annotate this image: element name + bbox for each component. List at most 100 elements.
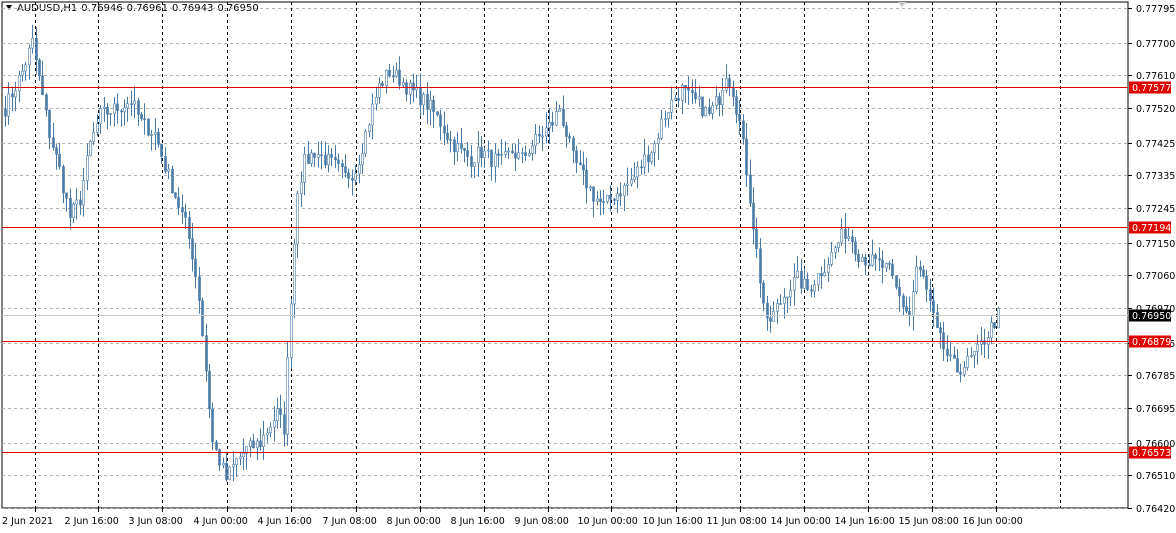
candle-body xyxy=(38,59,41,77)
y-tick-label: 0.76420 xyxy=(1136,504,1175,515)
candle-body xyxy=(58,153,61,167)
candle-body xyxy=(851,236,854,243)
candle-body xyxy=(262,434,265,447)
candle-body xyxy=(7,93,10,117)
candle-body xyxy=(854,241,857,255)
candle-body xyxy=(381,82,384,86)
candle-body xyxy=(120,110,123,113)
candle-body xyxy=(334,157,337,161)
candle-body xyxy=(283,414,286,435)
candle-body xyxy=(728,78,731,88)
candle-body xyxy=(4,108,7,117)
candle-body xyxy=(738,113,741,122)
candle-body xyxy=(96,123,99,133)
collapse-triangle-icon[interactable] xyxy=(6,5,12,10)
candle-body xyxy=(511,150,514,154)
candle-body xyxy=(871,254,874,266)
candle-body xyxy=(942,332,945,350)
candle-body xyxy=(932,300,935,313)
candle-body xyxy=(443,126,446,134)
candle-body xyxy=(789,290,792,298)
candle-body xyxy=(868,264,871,267)
candle-body xyxy=(534,134,537,147)
candle-body xyxy=(273,420,276,428)
candle-body xyxy=(82,180,85,206)
candle-body xyxy=(293,243,296,305)
candle-body xyxy=(929,289,932,301)
candle-body xyxy=(613,198,616,201)
candle-body xyxy=(531,145,534,154)
candle-body xyxy=(181,207,184,213)
candle-body xyxy=(636,166,639,178)
candle-body xyxy=(667,112,670,119)
candle-body xyxy=(677,97,680,101)
x-tick-label: 10 Jun 00:00 xyxy=(578,516,638,527)
candle-body xyxy=(718,96,721,105)
level-price-tag xyxy=(1129,335,1171,348)
candle-body xyxy=(113,103,116,114)
candle-body xyxy=(565,125,568,137)
candle-body xyxy=(976,343,979,352)
x-tick-label: 2 Jun 2021 xyxy=(2,516,53,527)
candle-body xyxy=(956,358,959,373)
candle-body xyxy=(269,426,272,434)
current-price-label: 0.76950 xyxy=(1132,311,1171,322)
candle-body xyxy=(653,143,656,153)
candle-body xyxy=(69,198,72,218)
candle-body xyxy=(698,96,701,100)
level-price-label: 0.77194 xyxy=(1132,223,1171,234)
candle-body xyxy=(905,306,908,312)
candle-body xyxy=(422,93,425,106)
candle-body xyxy=(86,155,89,181)
y-tick-label: 0.77520 xyxy=(1136,104,1175,115)
candle-body xyxy=(276,408,279,421)
candle-body xyxy=(524,152,527,157)
level-price-label: 0.76573 xyxy=(1132,448,1171,459)
candle-body xyxy=(993,322,996,329)
candle-body xyxy=(388,69,391,77)
candle-body xyxy=(891,263,894,277)
x-tick-label: 16 Jun 00:00 xyxy=(963,516,1023,527)
candle-body xyxy=(395,69,398,77)
candle-body xyxy=(354,173,357,181)
candle-body xyxy=(249,440,252,448)
candle-body xyxy=(449,139,452,141)
candle-body xyxy=(99,108,102,125)
candle-body xyxy=(592,186,595,202)
candle-body xyxy=(133,100,136,105)
candle-body xyxy=(65,192,68,199)
candles xyxy=(4,24,1000,482)
candle-body xyxy=(922,269,925,277)
candle-body xyxy=(514,152,517,159)
candle-body xyxy=(41,75,44,96)
candle-body xyxy=(670,99,673,113)
candle-body xyxy=(857,253,860,262)
candle-body xyxy=(137,100,140,115)
candle-body xyxy=(208,370,211,410)
candle-body xyxy=(167,168,170,172)
x-tick-label: 3 Jun 08:00 xyxy=(129,516,183,527)
candle-body xyxy=(769,317,772,322)
candle-body xyxy=(106,106,109,115)
candle-body xyxy=(507,150,510,153)
chart-frame xyxy=(1,1,1129,509)
candle-body xyxy=(599,198,602,202)
candle-body xyxy=(806,278,809,290)
candle-body xyxy=(429,100,432,110)
candle-body xyxy=(477,146,480,164)
candle-body xyxy=(371,103,374,126)
candle-body xyxy=(708,107,711,114)
candle-body xyxy=(830,251,833,265)
candle-body xyxy=(687,87,690,91)
candle-body xyxy=(500,154,503,156)
x-tick-label: 4 Jun 16:00 xyxy=(258,516,312,527)
candle-body xyxy=(487,149,490,152)
candle-body xyxy=(398,69,401,86)
candle-body xyxy=(378,82,381,98)
candle-body xyxy=(908,311,911,316)
candle-body xyxy=(548,122,551,129)
candle-body xyxy=(939,327,942,334)
candle-body xyxy=(45,94,48,111)
candle-body xyxy=(596,198,599,202)
